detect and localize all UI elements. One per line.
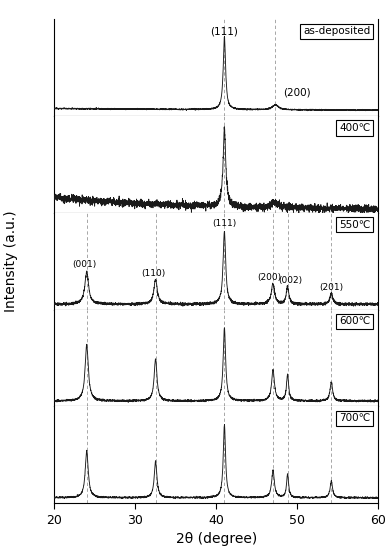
Text: Intensity (a.u.): Intensity (a.u.) — [4, 211, 18, 312]
Text: (111): (111) — [212, 218, 237, 227]
Text: 550℃: 550℃ — [339, 220, 370, 229]
Text: as-deposited: as-deposited — [303, 26, 370, 36]
Text: (002): (002) — [278, 276, 302, 285]
Text: 2θ (degree): 2θ (degree) — [176, 533, 257, 546]
Text: (200): (200) — [284, 88, 311, 98]
Text: (201): (201) — [319, 283, 343, 293]
Text: (110): (110) — [141, 269, 165, 278]
Text: 600℃: 600℃ — [339, 316, 370, 326]
Text: (200): (200) — [257, 273, 281, 282]
Text: (001): (001) — [72, 260, 96, 269]
Text: 400℃: 400℃ — [339, 123, 370, 133]
Text: (111): (111) — [210, 26, 238, 36]
Text: 700℃: 700℃ — [339, 413, 370, 423]
